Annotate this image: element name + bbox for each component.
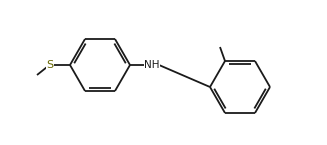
Text: NH: NH xyxy=(144,60,160,70)
Text: S: S xyxy=(46,60,54,70)
